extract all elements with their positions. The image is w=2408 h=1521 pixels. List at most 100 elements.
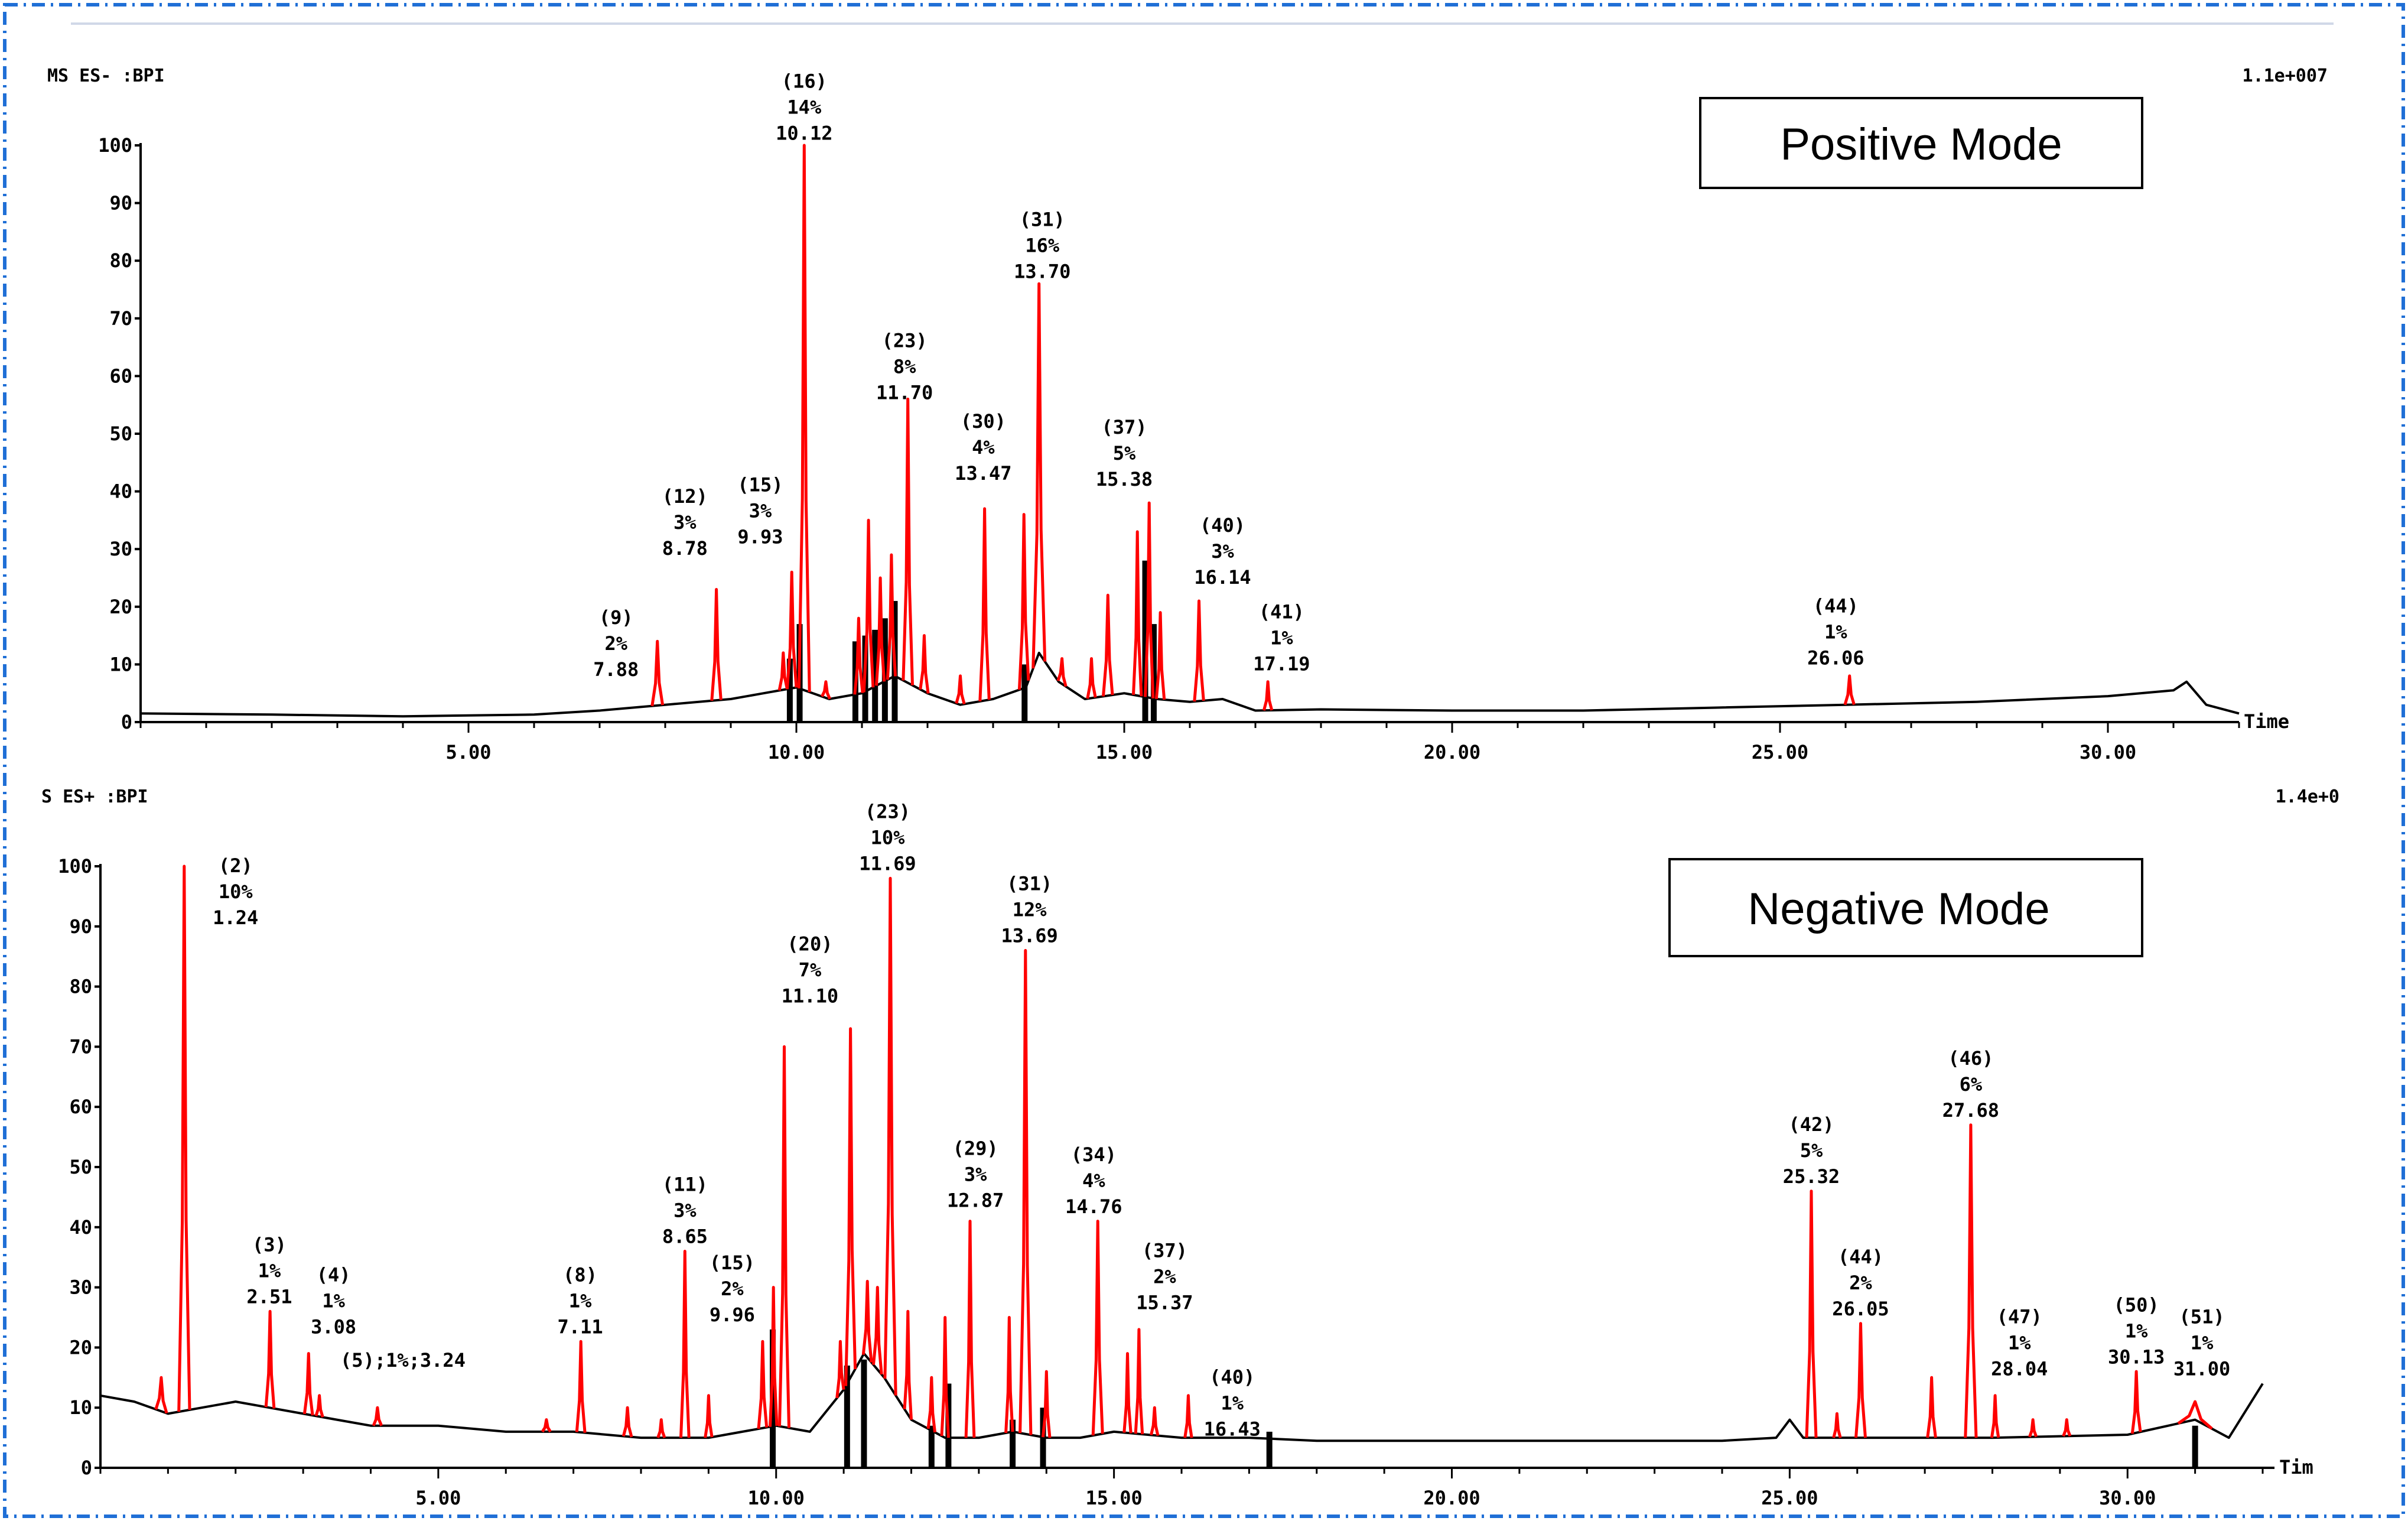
peak-trace [919, 634, 930, 694]
peak-annotation: (23) 10% 11.69 [859, 801, 916, 875]
y-tick-label: 90 [69, 915, 92, 938]
peak-trace [853, 616, 864, 695]
peak-id: (16) [782, 70, 827, 92]
fragment-bar [844, 1365, 850, 1468]
peak-annotation: (9) 2% 7.88 [593, 606, 639, 681]
peak-rt: 10.12 [776, 122, 832, 144]
peak-percent: 3% [673, 511, 697, 534]
fragment-bars [770, 1329, 2198, 1468]
chart-header-right: 1.4e+0 [2276, 786, 2339, 807]
x-tick-label: 20.00 [1424, 741, 1480, 763]
peak-percent: 1% [1221, 1392, 1244, 1414]
mode-label: Positive Mode [1780, 119, 2062, 170]
peak-rt: 16.43 [1204, 1418, 1261, 1440]
peak-trace [2062, 1418, 2072, 1437]
peak-id: (9) [599, 606, 633, 629]
y-tick-label: 50 [69, 1156, 92, 1178]
peak-trace [757, 1340, 769, 1429]
peak-id: (41) [1259, 600, 1304, 623]
fragment-bar [786, 658, 793, 722]
fragment-bar [1150, 624, 1157, 722]
x-tick-label: 15.00 [1085, 1487, 1142, 1509]
peak-percent: 1% [322, 1289, 345, 1312]
peak-trace [1004, 1316, 1014, 1434]
peak-trace [1154, 611, 1166, 700]
peak-id: (23) [865, 801, 910, 823]
peak-percent: 2% [1153, 1266, 1176, 1288]
peak-id: (42) [1788, 1113, 1834, 1136]
peak-id: (40) [1209, 1366, 1255, 1388]
fragment-bar [1266, 1431, 1273, 1468]
y-tick-label: 60 [69, 1096, 92, 1118]
peak-annotation: (3) 1% 2.51 [246, 1234, 292, 1308]
peak-trace [704, 1394, 714, 1438]
y-tick-label: 30 [69, 1276, 92, 1299]
peak-trace [679, 1250, 691, 1438]
peak-rt: 12.87 [947, 1190, 1004, 1212]
peak-annotation: (23) 8% 11.70 [876, 330, 933, 404]
fragment-bar [1040, 1408, 1046, 1468]
baseline-line [100, 1352, 2264, 1442]
y-tick-label: 100 [58, 855, 92, 878]
chart-header-right: 1.1e+007 [2243, 66, 2328, 86]
peak-percent: 1% [1270, 626, 1293, 649]
peak-trace [786, 570, 798, 690]
peak-percent: 2% [604, 632, 627, 655]
peak-trace [978, 507, 991, 702]
peak-rt: 25.32 [1783, 1165, 1840, 1188]
peak-annotation: (4) 1% 3.08 [311, 1263, 356, 1338]
fragment-bar [2192, 1425, 2198, 1468]
peak-annotation: (16) 14% 10.12 [776, 70, 832, 144]
peak-trace [862, 518, 875, 693]
peak-annotation: (15) 3% 9.93 [737, 474, 783, 548]
peak-annotation: (47) 1% 28.04 [1991, 1306, 2048, 1380]
peak-id: (40) [1200, 514, 1245, 537]
peak-percent: 10% [219, 880, 253, 903]
peak-trace [710, 588, 723, 701]
peak-trace [2028, 1418, 2038, 1438]
peak-id: (37) [1101, 416, 1147, 438]
peak-percent: 6% [1960, 1073, 1983, 1096]
baseline-trace [100, 1352, 2264, 1442]
baseline-line [140, 651, 2240, 718]
peak-trace [621, 1406, 633, 1438]
peak-annotation: (40) 3% 16.14 [1194, 514, 1251, 589]
peak-percent: 4% [1082, 1169, 1105, 1192]
peak-traces [154, 864, 2213, 1438]
peak-trace [778, 1045, 790, 1428]
positive-mode-chart: MS ES- :BPI 1.1e+007 Positive Mode 0 10 20… [47, 66, 2328, 763]
peak-id: (34) [1071, 1143, 1117, 1166]
y-tick-label: 20 [109, 596, 132, 618]
peak-rt: 13.47 [955, 462, 1011, 485]
peak-rt: 13.69 [1001, 925, 1057, 947]
peak-annotations: (9) 2% 7.88 (12) 3% 8.78 (15) 3% 9.93 (16) 14% 10.1… [593, 70, 1864, 681]
peak-rt: 26.06 [1807, 647, 1864, 670]
peak-rt: 11.10 [782, 985, 838, 1008]
peak-trace [797, 144, 811, 693]
peak-annotation: (15) 2% 9.96 [710, 1252, 755, 1326]
peak-annotation: (40) 1% 16.43 [1204, 1366, 1261, 1440]
peak-trace [777, 651, 789, 691]
peak-rt: 27.68 [1942, 1099, 1999, 1122]
peak-rt: 31.00 [2173, 1358, 2230, 1380]
x-axis-label: Tim [2279, 1456, 2313, 1478]
x-tick-label: 10.00 [768, 741, 825, 763]
peak-trace [1134, 1328, 1144, 1435]
peak-annotation: (29) 3% 12.87 [947, 1138, 1004, 1212]
peak-rt: 7.11 [558, 1315, 603, 1338]
chart-header-left: S ES+ :BPI [41, 786, 148, 807]
peak-percent: 14% [787, 96, 822, 118]
peak-trace [1056, 657, 1068, 687]
peak-annotation: (50) 1% 30.13 [2108, 1294, 2165, 1368]
peak-annotation: (11) 3% 8.65 [662, 1174, 708, 1248]
peak-annotation: (46) 6% 27.68 [1942, 1047, 1999, 1122]
peak-rt: 13.70 [1014, 261, 1070, 283]
peak-percent: 4% [972, 436, 995, 459]
peak-trace [821, 680, 831, 700]
peak-trace [2130, 1370, 2142, 1434]
peak-trace [1086, 657, 1097, 699]
x-tick-label: 25.00 [1752, 741, 1808, 763]
peak-percent: 5% [1800, 1139, 1823, 1162]
peak-trace [926, 1376, 936, 1433]
